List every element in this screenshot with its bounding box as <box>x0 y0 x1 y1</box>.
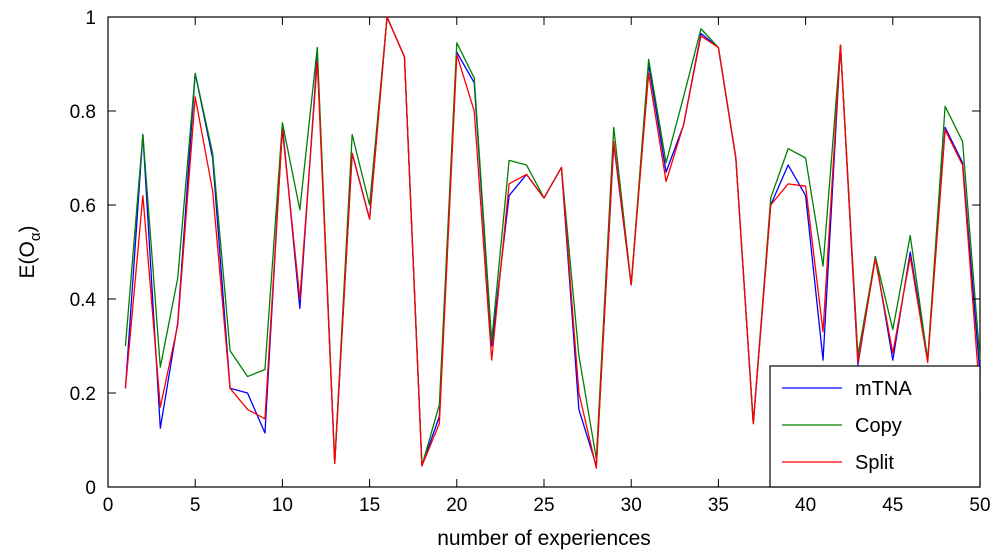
x-tick-label: 25 <box>533 495 554 516</box>
y-tick-label: 0.6 <box>70 196 96 217</box>
y-axis-label-subscript: α <box>27 232 44 241</box>
y-tick-label: 0 <box>85 478 96 499</box>
tick-layer <box>107 16 981 488</box>
y-tick-label: 0.8 <box>70 102 96 123</box>
x-tick-label: 40 <box>795 495 816 516</box>
y-tick-label: 0.4 <box>70 290 97 311</box>
x-tick-label: 35 <box>708 495 729 516</box>
legend: mTNA Copy Split <box>769 365 981 488</box>
legend-box <box>769 365 981 488</box>
x-tick-label: 50 <box>969 495 990 516</box>
legend-label-mtna: mTNA <box>855 378 912 400</box>
x-tick-label: 45 <box>882 495 903 516</box>
x-tick-label: 10 <box>272 495 293 516</box>
x-tick-label: 5 <box>190 495 201 516</box>
legend-label-split: Split <box>855 452 894 474</box>
y-tick-label: 0.2 <box>70 384 96 405</box>
y-tick-labels: 0 0.2 0.4 0.6 0.8 1 <box>70 8 97 499</box>
y-axis-label: E(Oα) <box>16 225 44 278</box>
x-tick-label: 30 <box>621 495 642 516</box>
y-axis-label-close: ) <box>16 225 39 232</box>
y-tick-label: 1 <box>85 8 96 29</box>
series-line-split <box>124 16 981 469</box>
series-layer <box>124 16 981 469</box>
x-tick-labels: 0 5 10 15 20 25 30 35 40 45 50 <box>103 495 991 516</box>
legend-label-copy: Copy <box>855 415 902 437</box>
x-tick-label: 0 <box>103 495 114 516</box>
x-tick-label: 15 <box>359 495 380 516</box>
x-axis-label: number of experiences <box>437 527 651 550</box>
y-axis-label-main: E(O <box>16 241 39 278</box>
x-tick-label: 20 <box>446 495 467 516</box>
